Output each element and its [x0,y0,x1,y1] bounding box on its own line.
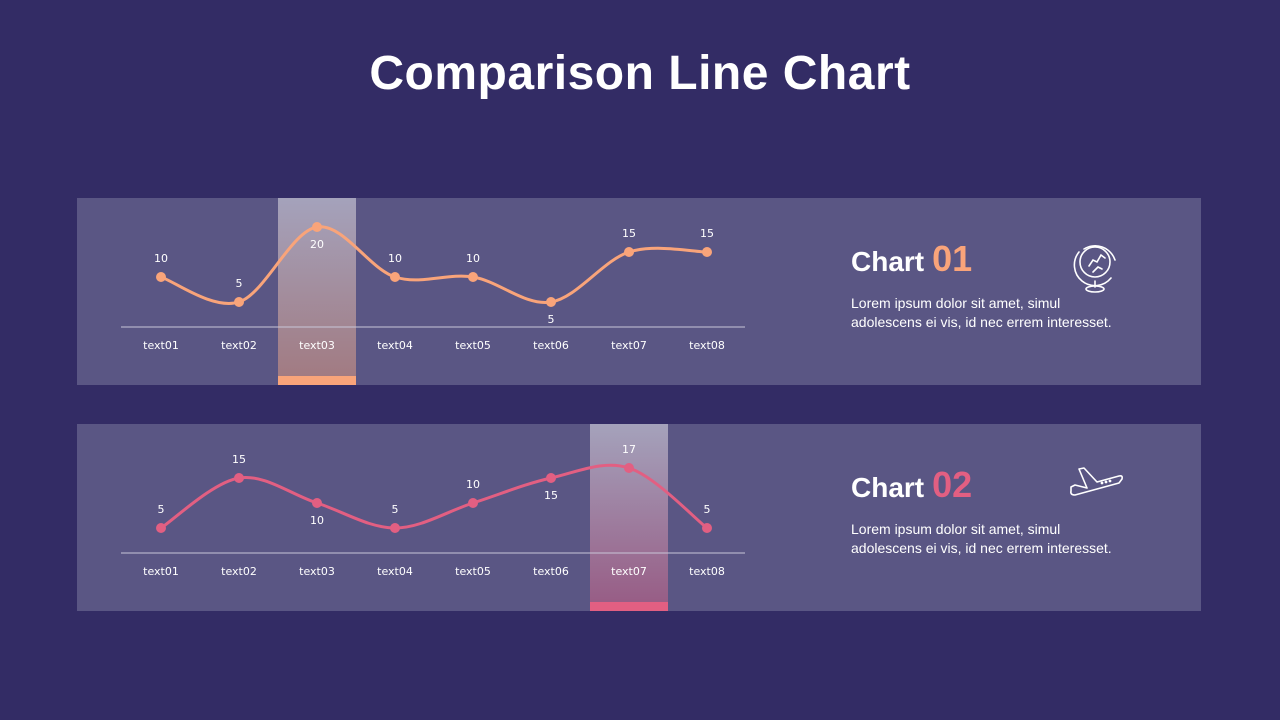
data-point [546,297,556,307]
airplane-icon [1070,467,1123,496]
category-label: text06 [533,565,569,578]
highlight-bar [590,602,668,611]
category-label: text01 [143,339,179,352]
data-point [312,222,322,232]
description-line: Lorem ipsum dolor sit amet, simul [851,521,1061,537]
category-label: text03 [299,339,335,352]
data-point [702,247,712,257]
data-point [468,498,478,508]
category-label: text08 [689,339,725,352]
category-label: text02 [221,339,257,352]
category-label: text08 [689,565,725,578]
data-point [156,272,166,282]
globe-icon [1073,245,1116,293]
highlight-bar [278,376,356,385]
data-point [468,272,478,282]
data-point [624,463,634,473]
data-point [234,473,244,483]
data-point [234,297,244,307]
data-point [702,523,712,533]
data-point [390,272,400,282]
series-line [160,225,708,305]
data-point [624,247,634,257]
chart-heading-label: Chart [851,246,925,277]
data-label: 10 [310,514,324,527]
line-chart-02: 5 text01 15 text02 10 text03 5 text04 10 text05 15… [121,424,745,611]
chart-heading-number: 02 [932,464,973,505]
chart-panel-02: 5 text01 15 text02 10 text03 5 text04 10 text05 15… [77,424,1201,611]
page-title: Comparison Line Chart [369,47,911,100]
highlight-column [590,424,668,611]
chart-02-description: Lorem ipsum dolor sit amet, simul adoles… [851,520,1151,558]
data-label: 5 [548,313,555,326]
data-label: 20 [310,238,324,251]
chart-heading-label: Chart [851,472,925,503]
data-label: 10 [154,252,168,265]
chart-panel-01: 10 text01 5 text02 20 text03 10 text04 10 text05 5… [77,198,1201,385]
data-label: 10 [466,478,480,491]
description-line: adolescens ei vis, id nec errem interess… [851,314,1112,330]
data-label: 15 [232,453,246,466]
data-label: 15 [544,489,558,502]
chart-01-description: Lorem ipsum dolor sit amet, simul adoles… [851,294,1151,332]
data-label: 5 [704,503,711,516]
data-label: 10 [466,252,480,265]
data-point [390,523,400,533]
category-label: text07 [611,565,647,578]
data-label: 15 [622,227,636,240]
data-label: 5 [392,503,399,516]
data-label: 17 [622,443,636,456]
data-point [312,498,322,508]
data-label: 10 [388,252,402,265]
chart-01-heading: Chart 01 [851,238,972,280]
category-label: text03 [299,565,335,578]
category-label: text04 [377,339,413,352]
category-label: text05 [455,565,491,578]
data-label: 15 [700,227,714,240]
data-label: 5 [236,277,243,290]
description-line: Lorem ipsum dolor sit amet, simul [851,295,1061,311]
category-label: text05 [455,339,491,352]
category-label: text02 [221,565,257,578]
category-label: text01 [143,565,179,578]
chart-heading-number: 01 [932,238,973,279]
data-point [546,473,556,483]
line-chart-01: 10 text01 5 text02 20 text03 10 text04 10 text05 5… [121,198,745,385]
category-label: text07 [611,339,647,352]
data-point [156,523,166,533]
category-label: text06 [533,339,569,352]
description-line: adolescens ei vis, id nec errem interess… [851,540,1112,556]
chart-02-heading: Chart 02 [851,464,972,506]
category-label: text04 [377,565,413,578]
data-label: 5 [158,503,165,516]
